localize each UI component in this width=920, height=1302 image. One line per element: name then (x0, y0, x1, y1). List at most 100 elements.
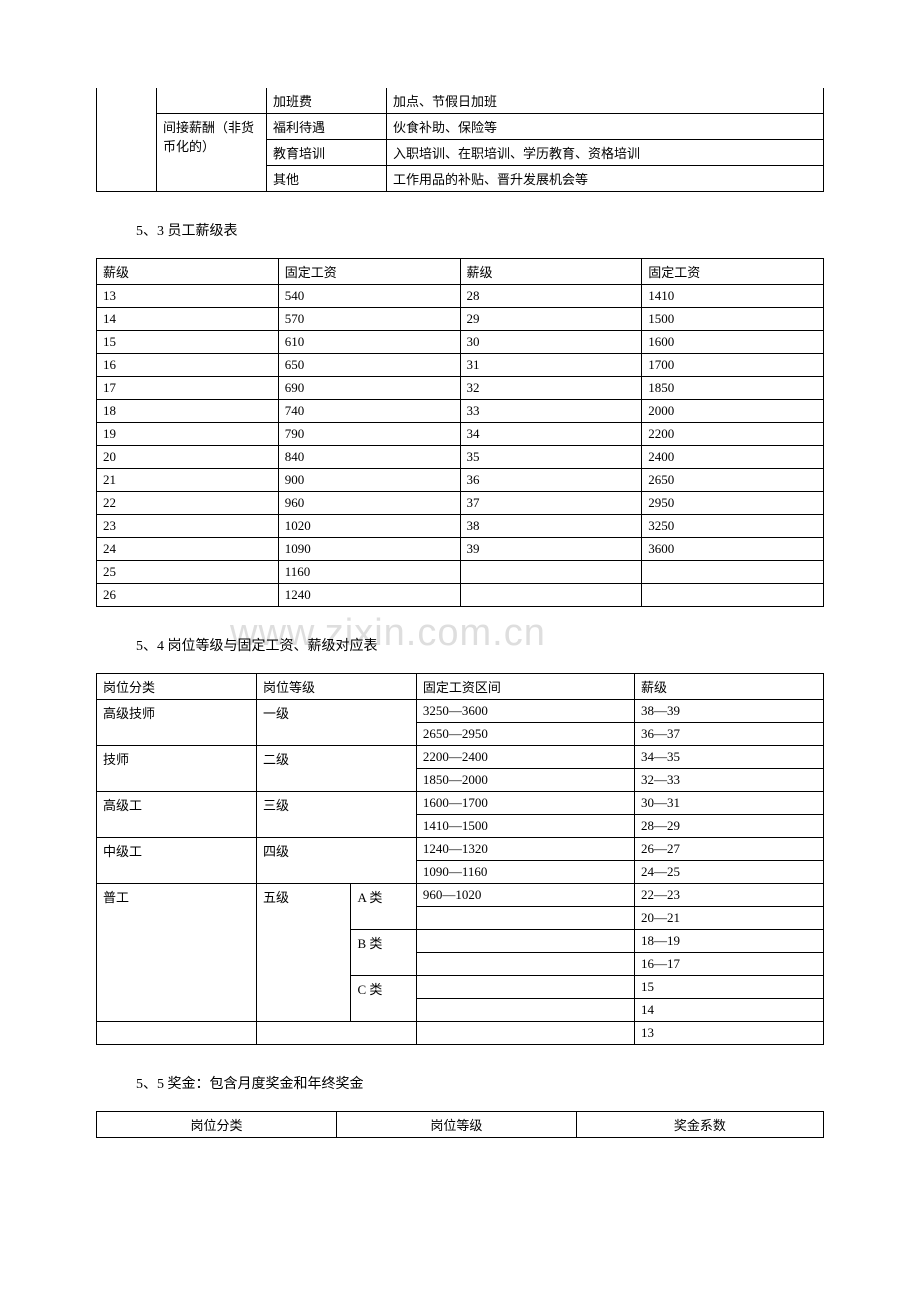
t2-cell: 39 (460, 538, 642, 561)
t3-cell: 36—37 (634, 723, 823, 746)
t1-cell: 其他 (267, 166, 387, 192)
t2-cell: 15 (97, 331, 279, 354)
t3-cell: 一级 (256, 700, 416, 746)
t3-cell: 32—33 (634, 769, 823, 792)
t3-cell: 14 (634, 999, 823, 1022)
t3-cell: B 类 (351, 930, 416, 976)
t2-cell: 30 (460, 331, 642, 354)
t2-cell: 34 (460, 423, 642, 446)
t3-cell (97, 1022, 257, 1045)
t3-cell (416, 907, 634, 930)
t2-cell: 3600 (642, 538, 824, 561)
t3-cell (256, 1022, 416, 1045)
t1-cell (97, 88, 157, 192)
t3-cell: 普工 (97, 884, 257, 1022)
t3-cell: 1240—1320 (416, 838, 634, 861)
t3-cell: 28—29 (634, 815, 823, 838)
t3-cell: 二级 (256, 746, 416, 792)
t2-cell: 18 (97, 400, 279, 423)
t2-cell: 650 (278, 354, 460, 377)
t3-cell: 三级 (256, 792, 416, 838)
t2-cell (460, 561, 642, 584)
t2-cell: 1410 (642, 285, 824, 308)
t2-cell: 900 (278, 469, 460, 492)
t3-cell: 30—31 (634, 792, 823, 815)
t3-cell: 高级工 (97, 792, 257, 838)
t3-cell: 2650—2950 (416, 723, 634, 746)
t3-cell: C 类 (351, 976, 416, 1022)
t2-cell (642, 561, 824, 584)
t2-cell: 690 (278, 377, 460, 400)
t2-cell: 33 (460, 400, 642, 423)
t2-cell: 2200 (642, 423, 824, 446)
t2-cell: 37 (460, 492, 642, 515)
compensation-components-table: 加班费加点、节假日加班间接薪酬（非货币化的）福利待遇伙食补助、保险等教育培训入职… (96, 88, 824, 192)
t3-cell (416, 953, 634, 976)
t2-cell: 1500 (642, 308, 824, 331)
t3-cell: 13 (634, 1022, 823, 1045)
t3-cell: 1600—1700 (416, 792, 634, 815)
t3-cell: 高级技师 (97, 700, 257, 746)
t1-cell: 福利待遇 (267, 114, 387, 140)
t2-cell: 32 (460, 377, 642, 400)
position-grade-mapping-table: 岗位分类岗位等级固定工资区间薪级 高级技师一级3250—360038—39265… (96, 673, 824, 1045)
t2-cell: 36 (460, 469, 642, 492)
t2-header: 固定工资 (642, 259, 824, 285)
t2-cell: 17 (97, 377, 279, 400)
t2-cell: 38 (460, 515, 642, 538)
t3-cell: 960—1020 (416, 884, 634, 907)
t2-cell: 19 (97, 423, 279, 446)
t3-cell (416, 1022, 634, 1045)
t2-cell: 1850 (642, 377, 824, 400)
t2-cell: 20 (97, 446, 279, 469)
t2-cell: 25 (97, 561, 279, 584)
t2-cell: 1600 (642, 331, 824, 354)
t3-cell (416, 930, 634, 953)
section-5-3-title: 5、3 员工薪级表 (136, 220, 824, 240)
t2-cell: 840 (278, 446, 460, 469)
t1-cell: 入职培训、在职培训、学历教育、资格培训 (387, 140, 824, 166)
t3-cell (416, 999, 634, 1022)
t3-header: 岗位等级 (256, 674, 416, 700)
t3-cell: 1090—1160 (416, 861, 634, 884)
t2-cell: 570 (278, 308, 460, 331)
t1-cell: 加点、节假日加班 (387, 88, 824, 114)
t3-cell: A 类 (351, 884, 416, 930)
t2-cell: 2950 (642, 492, 824, 515)
t4-header: 岗位等级 (336, 1112, 576, 1138)
t2-cell: 1020 (278, 515, 460, 538)
t2-cell: 23 (97, 515, 279, 538)
t2-cell: 790 (278, 423, 460, 446)
t2-cell: 13 (97, 285, 279, 308)
t2-cell: 2000 (642, 400, 824, 423)
bonus-coefficient-table: 岗位分类岗位等级奖金系数 (96, 1111, 824, 1138)
t3-cell: 1410—1500 (416, 815, 634, 838)
t2-cell: 2650 (642, 469, 824, 492)
t3-cell (416, 976, 634, 999)
t3-cell: 16—17 (634, 953, 823, 976)
t3-cell: 26—27 (634, 838, 823, 861)
t3-cell: 中级工 (97, 838, 257, 884)
t2-cell: 31 (460, 354, 642, 377)
t2-cell: 1240 (278, 584, 460, 607)
t2-cell: 26 (97, 584, 279, 607)
t3-cell: 24—25 (634, 861, 823, 884)
t2-cell: 22 (97, 492, 279, 515)
t2-cell: 14 (97, 308, 279, 331)
t3-cell: 20—21 (634, 907, 823, 930)
t2-cell (460, 584, 642, 607)
t3-cell: 34—35 (634, 746, 823, 769)
t2-header: 薪级 (460, 259, 642, 285)
t2-cell: 28 (460, 285, 642, 308)
t2-cell: 24 (97, 538, 279, 561)
t4-header: 岗位分类 (97, 1112, 337, 1138)
t3-cell: 3250—3600 (416, 700, 634, 723)
section-5-4-title: 5、4 岗位等级与固定工资、薪级对应表 (136, 635, 824, 655)
t3-cell: 技师 (97, 746, 257, 792)
t2-cell: 29 (460, 308, 642, 331)
t2-cell: 610 (278, 331, 460, 354)
t3-cell: 38—39 (634, 700, 823, 723)
t3-cell: 五级 (256, 884, 351, 1022)
t2-cell: 1090 (278, 538, 460, 561)
t2-cell: 1700 (642, 354, 824, 377)
